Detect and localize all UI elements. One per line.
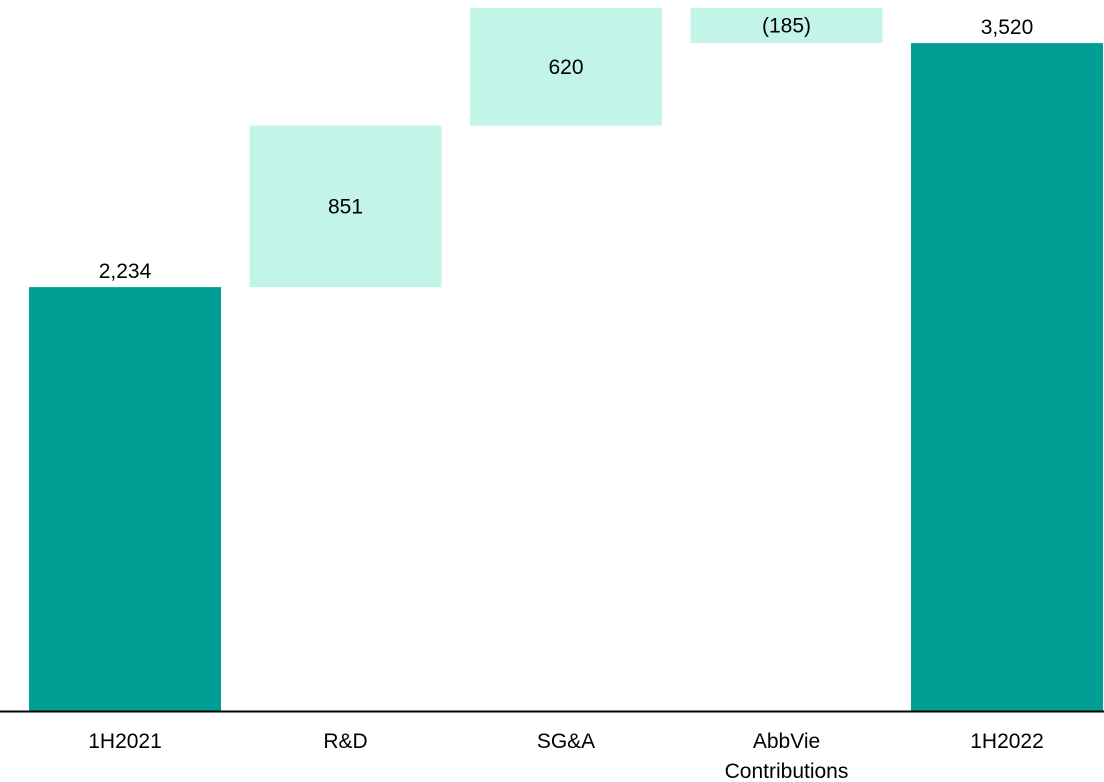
category-label-line: R&D — [323, 730, 367, 753]
value-labels-group: 2,234 851 620 (185) 3,520 — [99, 15, 1034, 284]
bar-sganda — [470, 8, 662, 126]
value-label-abbvie-contributions: (185) — [762, 15, 811, 38]
category-label-randd: R&D — [323, 730, 367, 753]
category-label-1h2022: 1H2022 — [970, 730, 1044, 753]
category-labels-group: 1H2021 R&D SG&A AbbVie Contributions 1H2022 — [88, 730, 1044, 782]
value-label-1h2022: 3,520 — [981, 16, 1034, 39]
bar-1h2022 — [911, 43, 1103, 712]
category-label-line: SG&A — [537, 730, 595, 753]
category-label-line: AbbVie — [753, 730, 820, 753]
bar-randd — [249, 125, 442, 288]
category-label-line: Contributions — [725, 760, 849, 782]
category-label-1h2021: 1H2021 — [88, 730, 162, 753]
bar-1h2021 — [29, 287, 221, 711]
category-label-abbvie-contributions: AbbVie Contributions — [725, 730, 849, 782]
bar-abbvie-contributions — [690, 8, 883, 44]
category-label-line: 1H2021 — [88, 730, 162, 753]
bars-group — [29, 8, 1103, 712]
category-label-sganda: SG&A — [537, 730, 595, 753]
value-label-1h2021: 2,234 — [99, 260, 152, 283]
category-label-line: 1H2022 — [970, 730, 1044, 753]
value-label-sganda: 620 — [548, 56, 583, 79]
value-label-randd: 851 — [328, 195, 363, 218]
